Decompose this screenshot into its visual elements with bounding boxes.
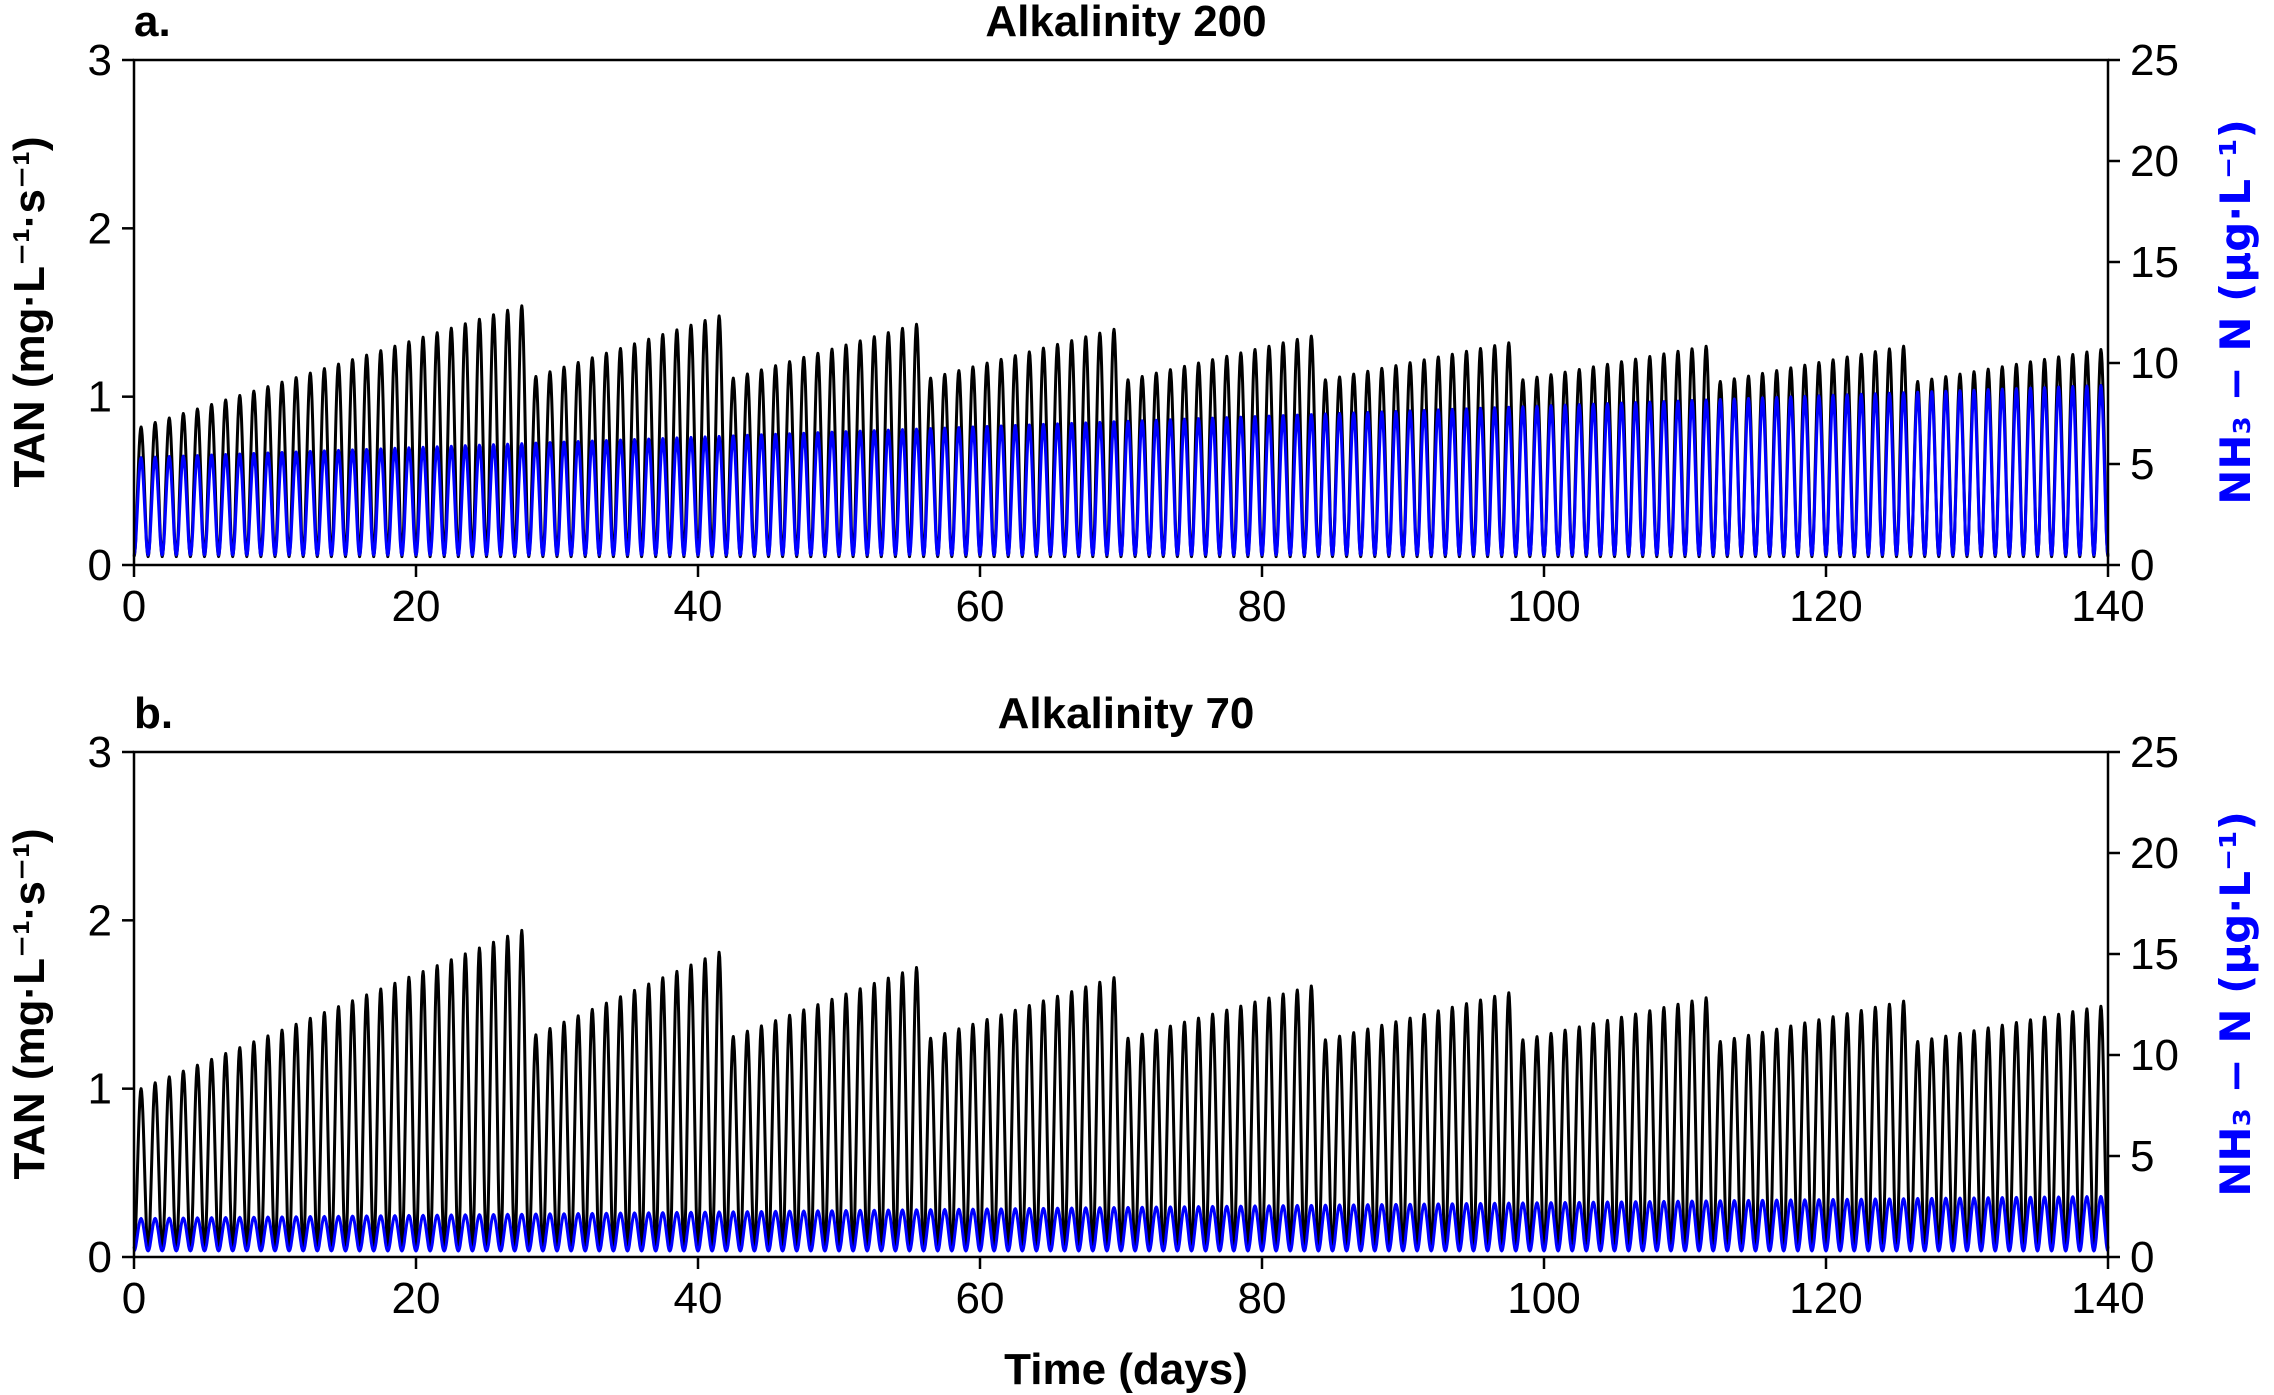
panel-letter: a. xyxy=(134,0,171,46)
nh3-series-line xyxy=(132,384,2110,557)
y2-tick-label: 15 xyxy=(2130,930,2179,979)
plot-frame xyxy=(132,58,2110,567)
y2-tick-label: 10 xyxy=(2130,1031,2179,1080)
tan-series-line xyxy=(132,928,2110,1251)
chart-title: Alkalinity 70 xyxy=(998,689,1255,738)
y-tick-label: 1 xyxy=(88,373,112,422)
y-tick-label: 2 xyxy=(88,896,112,945)
y2-tick-label: 20 xyxy=(2130,829,2179,878)
y-axis-label: TAN (mg·L⁻¹·s⁻¹) xyxy=(5,136,54,487)
y2-tick-label: 10 xyxy=(2130,339,2179,388)
x-tick-label: 60 xyxy=(956,1274,1005,1323)
panel-letter: b. xyxy=(134,689,173,738)
y-tick-label: 2 xyxy=(88,204,112,253)
x-tick-label: 60 xyxy=(956,582,1005,631)
panel-a: a. Alkalinity 200 0 20 40 60 80 100 120 1400123… xyxy=(5,0,2260,631)
y-tick-label: 3 xyxy=(88,728,112,777)
y2-axis-label: NH₃ − N (μg·L⁻¹) xyxy=(2211,119,2260,505)
x-tick-label: 40 xyxy=(674,1274,723,1323)
x-tick-label: 120 xyxy=(1789,1274,1862,1323)
y2-tick-label: 0 xyxy=(2130,1233,2154,1282)
x-tick-label: 20 xyxy=(392,1274,441,1323)
x-tick-label: 100 xyxy=(1507,582,1580,631)
tan-series-line xyxy=(132,304,2110,559)
x-tick-label: 20 xyxy=(392,582,441,631)
nh3-series-line xyxy=(133,1195,2110,1253)
series-layer xyxy=(132,304,2110,559)
y2-tick-label: 5 xyxy=(2130,440,2154,489)
x-tick-label: 100 xyxy=(1507,1274,1580,1323)
y2-tick-label: 20 xyxy=(2130,137,2179,186)
x-axis-label: Time (days) xyxy=(1004,1345,1248,1394)
chart-title: Alkalinity 200 xyxy=(985,0,1266,46)
y2-axis-label: NH₃ − N (μg·L⁻¹) xyxy=(2211,811,2260,1197)
y2-tick-label: 15 xyxy=(2130,238,2179,287)
x-tick-label: 80 xyxy=(1238,582,1287,631)
series-layer xyxy=(132,928,2110,1253)
y-axis-label: TAN (mg·L⁻¹·s⁻¹) xyxy=(5,828,54,1179)
y-tick-label: 0 xyxy=(88,1233,112,1282)
x-tick-label: 140 xyxy=(2071,1274,2144,1323)
y2-tick-label: 25 xyxy=(2130,728,2179,777)
y-tick-label: 0 xyxy=(88,541,112,590)
panel-b: b. Alkalinity 70 0 20 40 60 80 100 120 14001230… xyxy=(5,689,2260,1394)
plot-frame xyxy=(132,750,2110,1259)
x-tick-label: 80 xyxy=(1238,1274,1287,1323)
y-tick-label: 3 xyxy=(88,36,112,85)
y2-tick-label: 5 xyxy=(2130,1132,2154,1181)
x-tick-label: 0 xyxy=(122,1274,146,1323)
y-tick-label: 1 xyxy=(88,1065,112,1114)
x-tick-label: 120 xyxy=(1789,582,1862,631)
y2-tick-label: 0 xyxy=(2130,541,2154,590)
x-tick-label: 40 xyxy=(674,582,723,631)
x-tick-label: 0 xyxy=(122,582,146,631)
x-tick-label: 140 xyxy=(2071,582,2144,631)
y2-tick-label: 25 xyxy=(2130,36,2179,85)
